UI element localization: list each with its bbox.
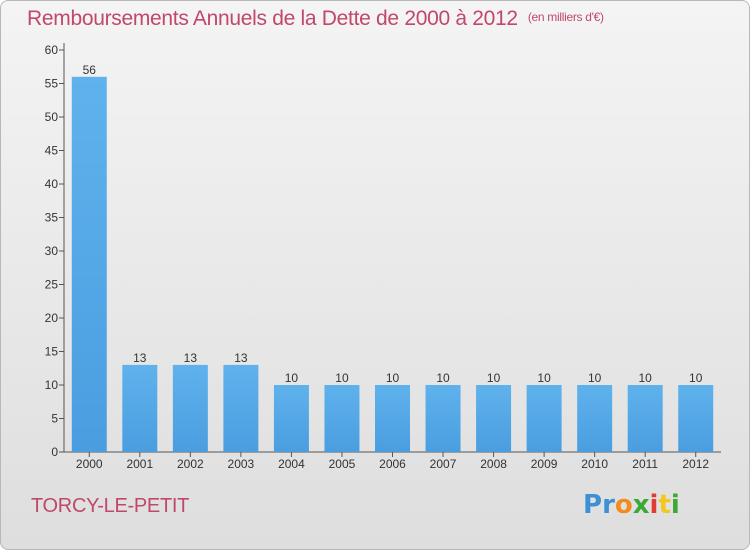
bar xyxy=(375,385,410,452)
chart-unit: (en milliers d'€) xyxy=(527,10,604,24)
x-tick-label: 2006 xyxy=(379,457,406,471)
bar xyxy=(627,385,663,452)
x-tick-label: 2005 xyxy=(329,457,356,471)
y-tick-label: 15 xyxy=(45,345,59,359)
x-tick-label: 2008 xyxy=(480,457,507,471)
bar-value-label: 10 xyxy=(436,371,450,385)
bar xyxy=(577,385,613,452)
bar-value-label: 13 xyxy=(133,351,147,365)
bar xyxy=(71,76,107,453)
bar-value-label: 13 xyxy=(234,351,248,365)
bar xyxy=(172,364,208,452)
x-tick-label: 2000 xyxy=(76,457,103,471)
bar-value-label: 10 xyxy=(537,371,551,385)
logo-letter: r xyxy=(602,490,615,520)
logo-letter: t xyxy=(658,490,671,520)
x-tick-label: 2009 xyxy=(531,457,558,471)
bar-value-label: 13 xyxy=(184,351,198,365)
y-tick-label: 40 xyxy=(45,177,59,191)
proxiti-logo: Proxiti xyxy=(583,490,680,520)
chart-title-text: Remboursements Annuels de la Dette de 20… xyxy=(27,7,518,30)
x-tick-label: 2004 xyxy=(278,457,305,471)
x-tick-label: 2010 xyxy=(581,457,608,471)
y-tick-label: 5 xyxy=(51,412,58,426)
logo-letter: P xyxy=(583,490,603,520)
y-tick-label: 0 xyxy=(51,445,58,459)
x-tick-label: 2001 xyxy=(126,457,153,471)
town-name: TORCY-LE-PETIT xyxy=(31,495,190,517)
bar-value-label: 10 xyxy=(689,371,703,385)
bar xyxy=(476,385,512,452)
logo-letter: x xyxy=(632,490,650,520)
bar-value-label: 10 xyxy=(639,371,653,385)
logo-letter: i xyxy=(670,490,680,520)
x-tick-label: 2003 xyxy=(228,457,255,471)
bar-value-label: 56 xyxy=(83,63,97,77)
y-tick-label: 55 xyxy=(45,77,59,91)
y-tick-label: 60 xyxy=(45,43,59,57)
x-tick-label: 2011 xyxy=(632,457,658,471)
bar xyxy=(273,385,309,452)
bar xyxy=(223,364,259,452)
bar-value-label: 10 xyxy=(386,371,400,385)
bar-value-label: 10 xyxy=(487,371,501,385)
x-tick-label: 2007 xyxy=(430,457,457,471)
y-tick-label: 10 xyxy=(45,378,59,392)
bar-value-label: 10 xyxy=(335,371,349,385)
y-tick-label: 50 xyxy=(45,110,59,124)
y-tick-label: 30 xyxy=(45,244,59,258)
x-tick-label: 2002 xyxy=(177,457,204,471)
y-tick-label: 35 xyxy=(45,211,59,225)
bar xyxy=(122,364,158,452)
x-tick-label: 2012 xyxy=(682,457,709,471)
bar xyxy=(324,385,360,452)
y-tick-label: 20 xyxy=(45,311,59,325)
bar-value-label: 10 xyxy=(285,371,299,385)
bar-value-label: 10 xyxy=(588,371,602,385)
logo-letter: i xyxy=(649,490,659,520)
chart-title: Remboursements Annuels de la Dette de 20… xyxy=(27,7,604,31)
bar xyxy=(425,385,461,452)
y-tick-label: 25 xyxy=(45,278,59,292)
bar xyxy=(526,385,562,452)
logo-letter: o xyxy=(614,490,633,520)
y-tick-label: 45 xyxy=(45,144,59,158)
bar xyxy=(678,385,714,452)
